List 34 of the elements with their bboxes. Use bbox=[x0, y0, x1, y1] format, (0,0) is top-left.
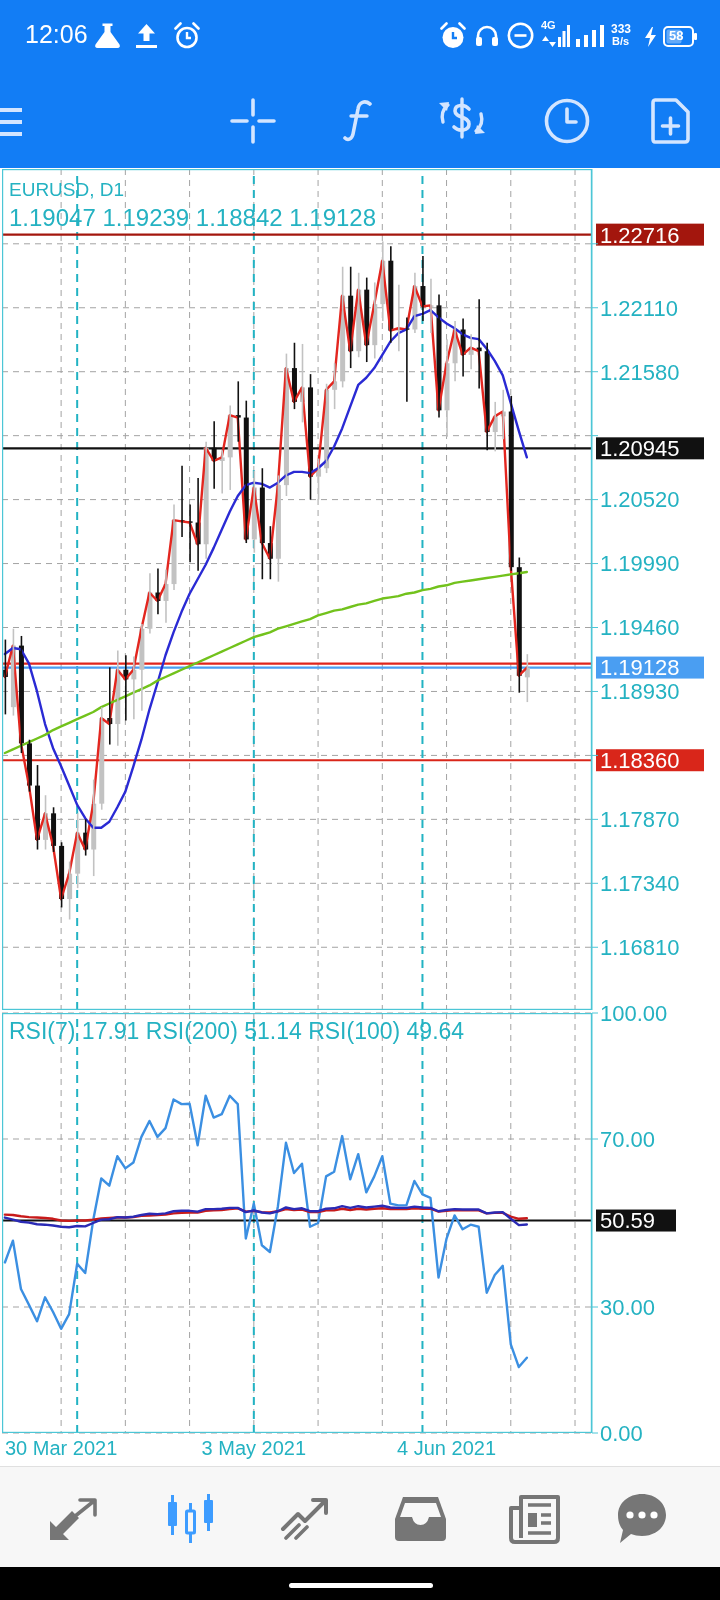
text: 333 bbox=[611, 22, 632, 36]
ref-line-label: 50.59 bbox=[600, 1208, 656, 1234]
line-series bbox=[3, 570, 529, 755]
y-tick-label: 1.20520 bbox=[600, 487, 680, 513]
y-tick-label: 1.18930 bbox=[600, 679, 680, 705]
y-tick-label: 1.19460 bbox=[600, 615, 680, 641]
y-tick-label: 1.17870 bbox=[600, 807, 680, 833]
ref-line-label: 1.19128 bbox=[600, 655, 680, 681]
y-tick-label: 1.17340 bbox=[600, 871, 680, 897]
y-tick-label: 1.19990 bbox=[600, 551, 680, 577]
text: 1.19047 1.19239 1.18842 1.19128 bbox=[9, 204, 377, 231]
ref-line-label: 1.20945 bbox=[600, 436, 680, 462]
text: 12:06 bbox=[25, 20, 88, 48]
line-series bbox=[3, 1094, 529, 1369]
text: B/s bbox=[612, 35, 630, 47]
ref-line-label: 1.22716 bbox=[600, 222, 680, 248]
x-tick-label: 4 Jun 2021 bbox=[397, 1437, 497, 1460]
y-tick-label: 1.21580 bbox=[600, 359, 680, 385]
line-series bbox=[3, 1204, 529, 1229]
y-tick-label: 70.00 bbox=[600, 1126, 656, 1152]
text: EURUSD, D1 bbox=[9, 179, 125, 200]
y-tick-label: 0.00 bbox=[600, 1420, 643, 1446]
x-tick-label: 3 May 2021 bbox=[201, 1437, 307, 1460]
text: 58 bbox=[669, 28, 684, 43]
y-tick-label: 100.00 bbox=[600, 1000, 668, 1026]
y-tick-label: 1.16810 bbox=[600, 935, 680, 961]
y-tick-label: 1.22110 bbox=[600, 295, 678, 321]
line-series bbox=[3, 1207, 529, 1223]
x-tick-label: 30 Mar 2021 bbox=[4, 1437, 118, 1460]
chart-title: RSI(7) 17.91 RSI(200) 51.14 RSI(100) 49.64 bbox=[9, 1018, 465, 1044]
y-tick-label: 30.00 bbox=[600, 1294, 656, 1320]
line-series bbox=[3, 308, 529, 829]
text: 4G bbox=[541, 19, 556, 31]
ref-line-label: 1.18360 bbox=[600, 748, 680, 774]
